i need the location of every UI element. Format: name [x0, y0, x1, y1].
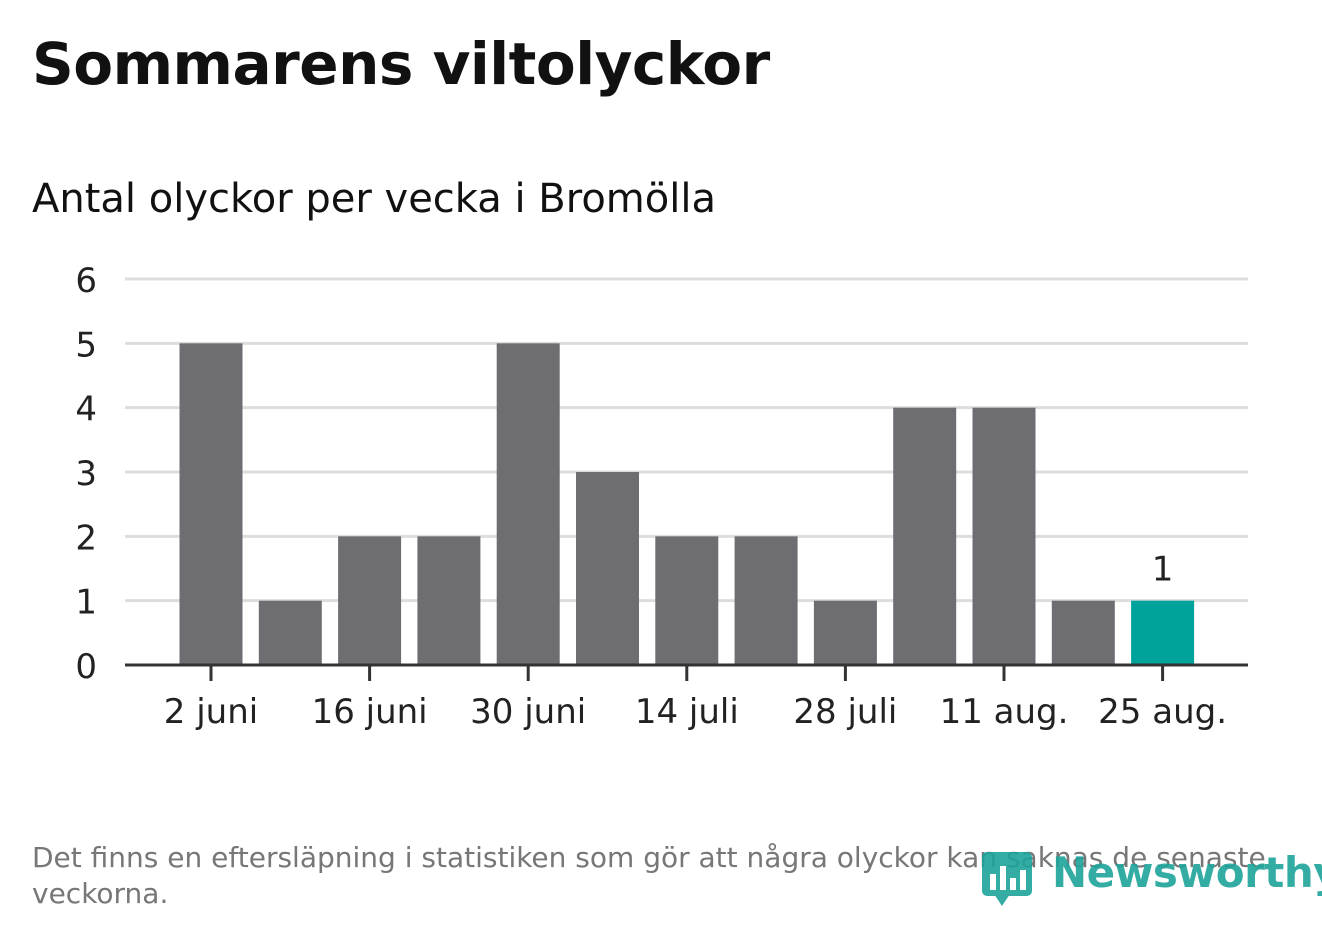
- bar-chart: 0 1 2 3 4 5 6 2 juni 16 juni 30 juni 14 juli 28 ju…: [75, 261, 1248, 732]
- bar: [972, 407, 1036, 665]
- x-tick-label: 25 aug.: [1098, 692, 1227, 732]
- highlight-data-label: 1: [1152, 550, 1174, 590]
- x-tick-label: 30 juni: [470, 692, 586, 732]
- y-tick-label: 4: [75, 390, 97, 430]
- chart-logo-icon: [982, 852, 1032, 906]
- chart-subtitle: Antal olyckor per vecka i Bromölla: [32, 176, 716, 222]
- y-tick-label: 1: [75, 583, 97, 623]
- bar: [1131, 600, 1195, 665]
- bar: [813, 600, 877, 665]
- x-tick-label: 16 juni: [312, 692, 428, 732]
- bars: [179, 343, 1195, 665]
- x-axis: 2 juni 16 juni 30 juni 14 juli 28 juli 11 aug…: [125, 663, 1248, 732]
- data-labels: 1: [1152, 550, 1174, 590]
- x-tick-label: 28 juli: [793, 692, 897, 732]
- bar: [734, 536, 798, 665]
- bar: [496, 343, 560, 665]
- bar: [179, 343, 243, 665]
- y-axis-ticks: 0 1 2 3 4 5 6: [75, 261, 97, 687]
- x-tick-label: 2 juni: [164, 692, 258, 732]
- y-tick-label: 6: [75, 261, 97, 301]
- y-tick-label: 2: [75, 518, 97, 558]
- bar: [576, 472, 639, 665]
- y-tick-label: 5: [75, 325, 97, 365]
- bar: [417, 536, 481, 665]
- x-tick-label: 14 juli: [635, 692, 739, 732]
- bar: [338, 536, 402, 665]
- brand-name: Newsworthy: [1052, 848, 1322, 897]
- footnote: Det finns en eftersläpning i statistiken…: [32, 841, 1266, 910]
- chart-title: Sommarens viltolyckor: [32, 30, 770, 98]
- bar: [258, 600, 322, 665]
- x-tick-label: 11 aug.: [940, 692, 1069, 732]
- y-tick-label: 3: [75, 454, 97, 494]
- newsworthy-logo: Newsworthy: [980, 848, 1322, 910]
- bar: [655, 536, 719, 665]
- y-tick-label: 0: [75, 647, 97, 687]
- bar: [893, 407, 957, 665]
- bar: [1051, 600, 1115, 665]
